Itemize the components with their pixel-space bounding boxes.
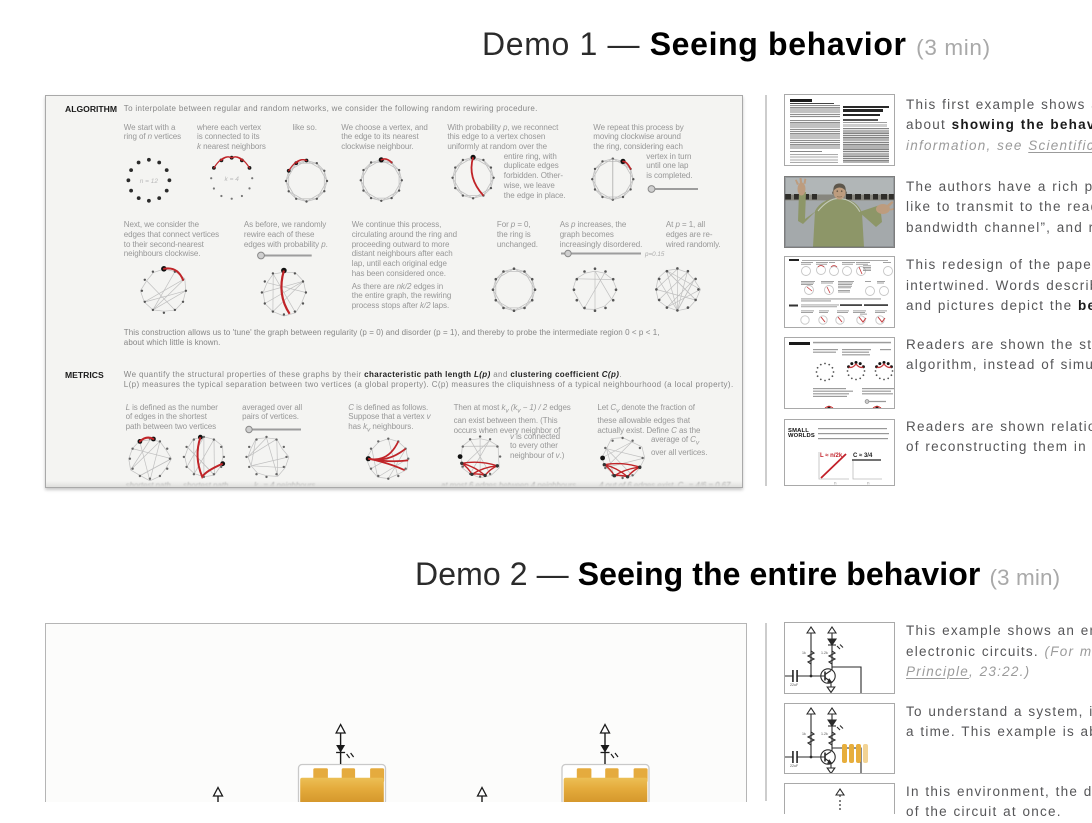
svg-text:1k: 1k <box>802 651 806 655</box>
svg-text:n = 12: n = 12 <box>140 178 159 185</box>
svg-text:L ≈ n/2k: L ≈ n/2k <box>820 453 843 459</box>
svg-text:C ≈ 3/4: C ≈ 3/4 <box>853 453 873 459</box>
svg-text:1k: 1k <box>802 732 806 736</box>
svg-text:1.2k: 1.2k <box>821 732 828 736</box>
svg-text:n: n <box>867 480 870 485</box>
svg-text:1.2k: 1.2k <box>821 651 828 655</box>
svg-text:n: n <box>834 480 837 485</box>
svg-text:p=0.15: p=0.15 <box>644 251 665 258</box>
svg-text:22uF: 22uF <box>790 764 799 768</box>
svg-text:22uF: 22uF <box>790 683 799 687</box>
svg-text:k = 4: k = 4 <box>225 176 240 183</box>
